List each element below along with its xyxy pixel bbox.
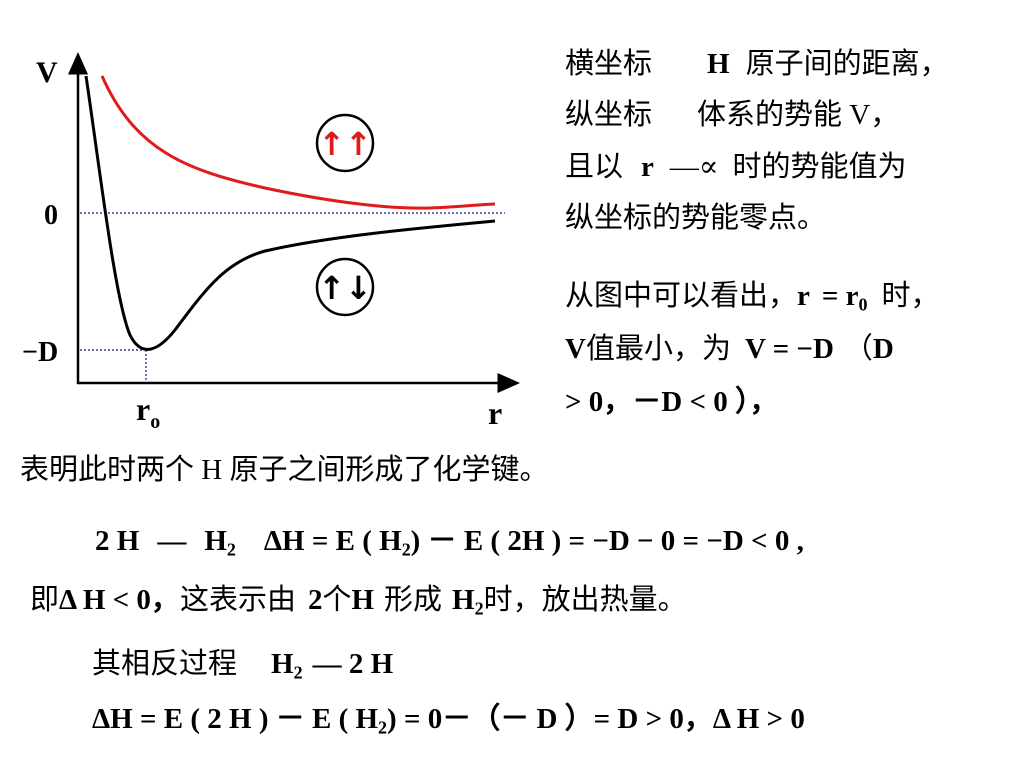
y-axis-label: V: [36, 56, 58, 89]
reverse-process-line: 其相反过程 H2— 2 H: [92, 648, 394, 683]
right-text-line-1: 横坐标 H 原子间的距离，: [565, 48, 949, 80]
parallel-spin-circle: [315, 113, 375, 173]
right-text-line-4: 纵坐标的势能零点。: [565, 202, 827, 234]
antiparallel-spin-arrows: ↑↓: [318, 269, 372, 307]
bottom-text-line-2: 即Δ H < 0，这表示由 2个H 形成 H2时，放出热量。: [30, 584, 687, 619]
parallel-spin-arrows: ↑↑: [318, 125, 372, 163]
forward-equation: 2 H — H2 ΔH = E ( H2) － E ( 2H ) = −D − 0 =…: [95, 525, 804, 560]
zero-label: 0: [44, 200, 58, 231]
right-text-line-2: 纵坐标 体系的势能 V，: [565, 99, 900, 131]
minus-d-label: −D: [22, 337, 58, 368]
r0-label: ro: [136, 391, 160, 433]
right-text-line-5: 从图中可以看出，r = r0 时，: [565, 280, 940, 315]
right-text-line-6: V值最小，为 V = −D （D: [565, 333, 894, 365]
antiparallel-spin-circle: [315, 257, 375, 317]
right-text-line-7: > 0，－D < 0 ），: [565, 386, 779, 418]
right-text-line-3: 且以 r —∝ 时的势能值为: [565, 151, 907, 183]
x-axis-label: r: [488, 395, 502, 431]
bottom-text-line-1: 表明此时两个 H 原子之间形成了化学键。: [20, 454, 549, 486]
bonding-curve: [84, 75, 496, 351]
reverse-equation: ΔH = E ( 2 H ) － E ( H2) = 0－（－ D ）= D >…: [92, 703, 805, 738]
repulsive-curve: [100, 75, 496, 210]
